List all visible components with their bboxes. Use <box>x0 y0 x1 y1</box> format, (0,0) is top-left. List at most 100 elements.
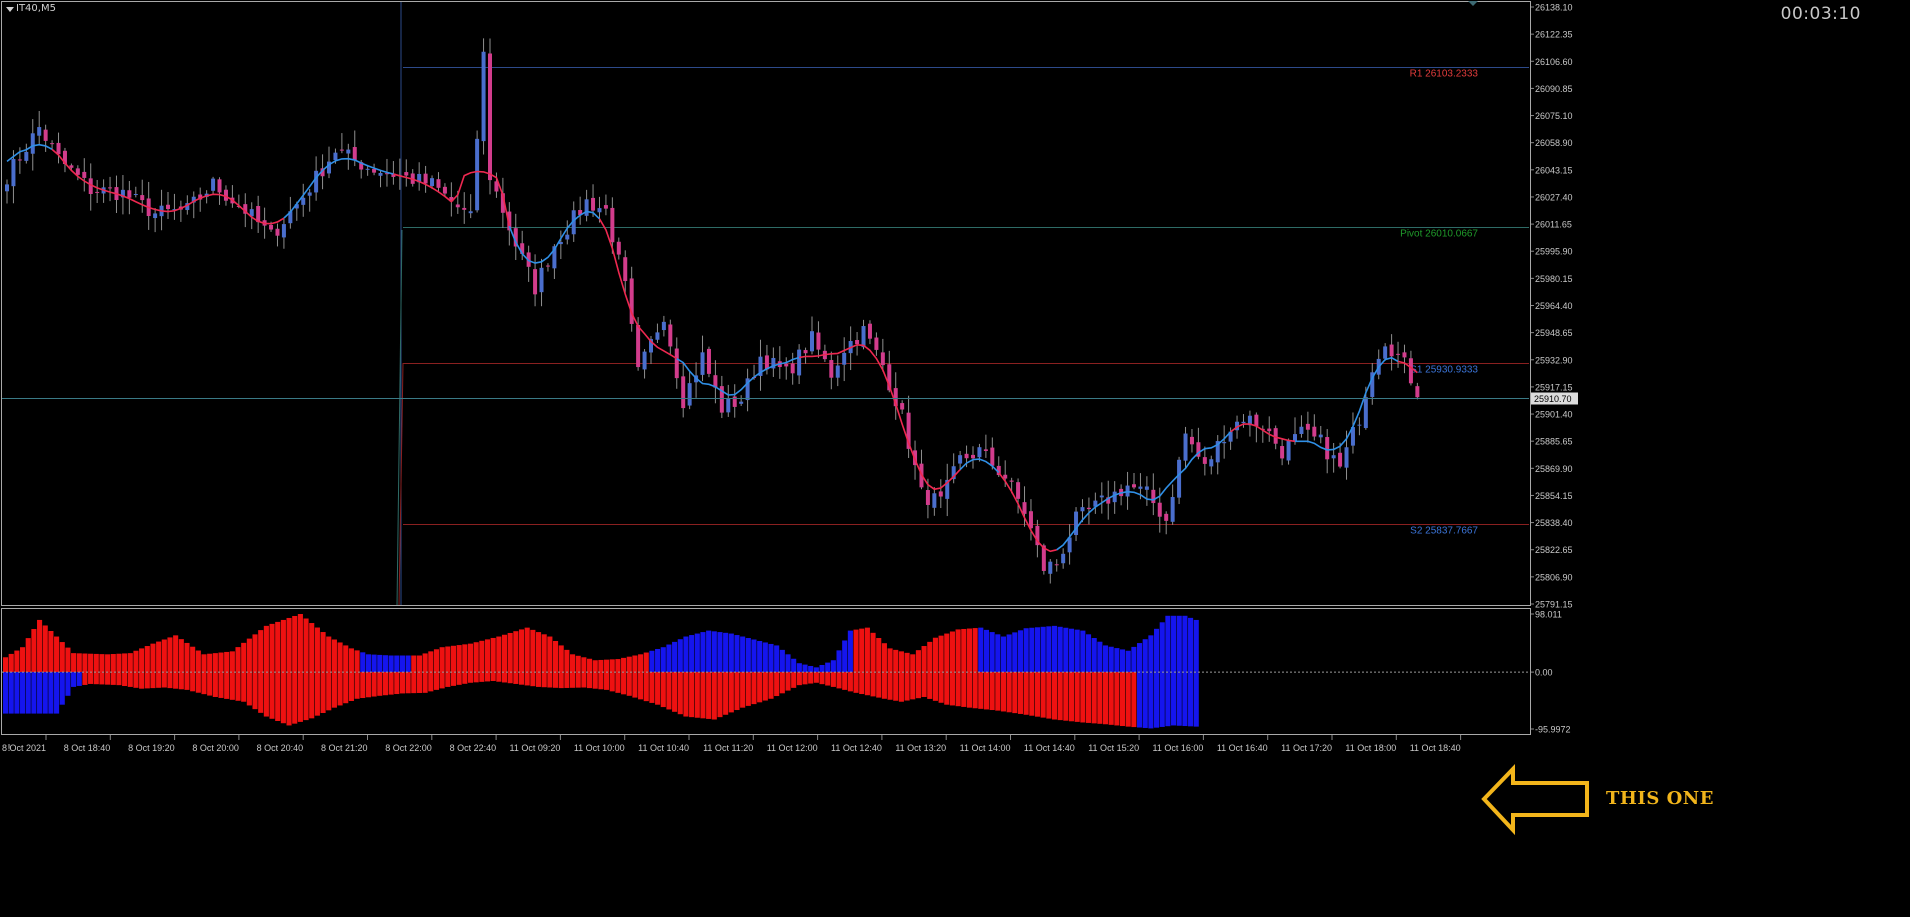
hist-bar-down <box>377 672 383 696</box>
ma-segment-down <box>1397 360 1418 374</box>
y-tick-label: 25838.40 <box>1535 518 1573 528</box>
candle-bear <box>108 187 113 189</box>
candle-bull <box>314 170 319 193</box>
candle-bear <box>56 142 61 155</box>
candle-bull <box>133 193 138 195</box>
y-tick-label: 25995.90 <box>1535 247 1573 257</box>
hist-bar-up <box>3 657 9 673</box>
hist-bar-down <box>445 672 451 687</box>
candle-bull <box>726 398 731 413</box>
hist-bar-up <box>927 641 933 673</box>
candle-bear <box>1338 452 1343 467</box>
y-tick-label: 25917.15 <box>1535 382 1573 392</box>
candle-bear <box>1202 457 1207 464</box>
hist-bar-down <box>1165 672 1171 727</box>
hist-bar-down <box>1085 672 1092 723</box>
hist-bar-down <box>859 672 865 695</box>
hist-bar-up <box>802 664 808 673</box>
hist-bar-down <box>813 672 819 683</box>
candle-bull <box>977 447 982 458</box>
hist-bar-down <box>1125 672 1131 727</box>
hist-bar-down <box>819 672 825 685</box>
hist-bar-up <box>796 663 802 673</box>
hist-bar-down <box>59 672 65 705</box>
hist-bar-up <box>581 657 587 673</box>
moving-average <box>6 143 1418 553</box>
candle-bear <box>1325 437 1330 460</box>
hist-bar-down <box>450 672 457 686</box>
hist-bar-down <box>632 672 638 698</box>
candle-bear <box>1408 358 1413 384</box>
hist-bar-down <box>433 672 440 690</box>
hist-bar-up <box>382 655 388 673</box>
hist-bar-down <box>212 672 218 697</box>
y-tick-label: 25854.15 <box>1535 491 1573 501</box>
candle-bear <box>275 228 280 236</box>
candle-bear <box>500 193 505 213</box>
hist-bar-up <box>694 633 700 673</box>
hist-bar-up <box>541 634 547 673</box>
hist-bar-down <box>156 672 162 688</box>
hist-bar-up <box>337 642 343 673</box>
hist-bar-up <box>473 642 479 673</box>
hist-bar-down <box>966 672 972 708</box>
hist-bar-up <box>524 627 530 673</box>
candle-bear <box>359 162 364 170</box>
candle-bear <box>455 204 460 208</box>
symbol-label[interactable]: IT40,M5 <box>16 3 56 14</box>
hist-bar-down <box>422 672 428 693</box>
hist-bar-up <box>570 654 576 673</box>
hist-bar-down <box>399 672 405 694</box>
candle-bear <box>1189 436 1194 445</box>
hist-bar-down <box>802 672 808 685</box>
hist-bar-down <box>541 672 547 688</box>
candle-bear <box>578 210 583 216</box>
hist-bar-down <box>932 672 938 701</box>
candle-bull <box>1299 426 1304 434</box>
hist-bar-up <box>1074 629 1080 673</box>
hist-bar-down <box>972 672 978 709</box>
hist-bar-up <box>740 636 746 673</box>
symbol-dropdown-icon[interactable] <box>6 7 14 12</box>
hist-bar-down <box>1057 672 1063 721</box>
candle-bear <box>790 363 795 374</box>
hist-bar-down <box>501 672 508 683</box>
hist-bar-up <box>360 652 366 673</box>
candle-bull <box>327 161 331 174</box>
hist-bar-down <box>638 672 644 700</box>
candle-bull <box>1144 486 1149 490</box>
hist-bar-down <box>1063 672 1069 721</box>
candle-bear <box>990 447 995 466</box>
hist-bar-down <box>496 672 502 682</box>
candle-bull <box>810 331 814 352</box>
candle-bear <box>900 403 905 410</box>
hist-bar-up <box>1142 639 1148 673</box>
candle-timer: 00:03:10 <box>1780 4 1861 24</box>
x-tick-label: 8 Oct 22:40 <box>450 743 497 753</box>
hist-bar-up <box>161 639 167 673</box>
hist-bar-down <box>1006 672 1012 713</box>
candle-bear <box>320 168 325 177</box>
hist-bar-down <box>881 672 887 699</box>
hist-bar-up <box>71 653 77 673</box>
hist-bar-up <box>830 660 836 673</box>
hist-bar-down <box>195 672 201 693</box>
hist-bar-up <box>343 645 349 673</box>
hist-bar-down <box>1074 672 1080 722</box>
candle-bull <box>185 203 190 211</box>
hist-bar-up <box>870 632 876 673</box>
hist-bar-down <box>207 672 213 696</box>
hist-bar-up <box>825 662 831 673</box>
candle-bull <box>430 178 435 187</box>
candle-bear <box>1151 489 1156 504</box>
candle-bull <box>475 138 480 211</box>
candle-bull <box>153 213 158 219</box>
hist-bar-up <box>785 654 791 673</box>
hist-bar-down <box>201 672 207 695</box>
candle-bear <box>681 376 686 409</box>
hist-bar-down <box>1148 672 1154 729</box>
candle-bear <box>95 191 100 193</box>
hist-bar-up <box>1000 636 1007 673</box>
hist-bar-down <box>218 672 224 698</box>
hist-bar-up <box>326 636 332 673</box>
